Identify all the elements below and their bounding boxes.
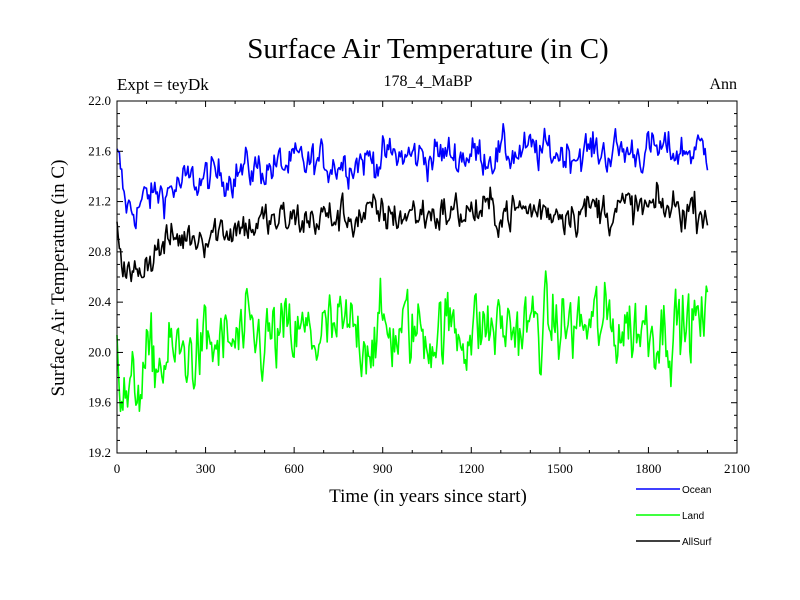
series-line-allsurf [116,181,709,283]
x-tick-label: 1200 [458,461,484,476]
plot-frame [116,100,738,454]
subtitle-label: 178_4_MaBP [384,73,473,90]
season-label: Ann [709,76,737,93]
x-tick-label: 1500 [547,461,573,476]
legend-label-ocean: Ocean [682,485,711,496]
experiment-label: Expt = teyDk [117,75,209,94]
y-tick-label: 21.2 [88,194,111,209]
x-tick-label: 2100 [724,461,750,476]
y-tick-label: 22.0 [88,93,111,108]
x-tick-label: 1800 [635,461,661,476]
legend-label-land: Land [682,511,704,522]
series-line-ocean [116,123,709,230]
series-line-land [116,270,709,413]
plot-lines [116,123,709,413]
x-tick-label: 900 [373,461,393,476]
y-tick-label: 20.0 [88,344,111,359]
y-tick-label: 21.6 [88,143,111,158]
legend: Ocean Land AllSurf [636,485,712,548]
y-tick-label: 19.2 [88,445,111,460]
legend-label-allsurf: AllSurf [682,537,712,548]
x-tick-label: 600 [284,461,304,476]
chart-title: Surface Air Temperature (in C) [247,33,608,65]
y-axis-label: Surface Air Temperature (in C) [48,160,69,397]
x-tick-label: 300 [196,461,216,476]
x-tick-label: 0 [114,461,121,476]
y-tick-label: 20.4 [88,294,111,309]
axis-ticks: 0 300 600 900 1200 1500 1800 2100 19.2 19.6 20.0 20… [88,93,750,476]
y-tick-label: 19.6 [88,395,111,410]
y-tick-label: 20.8 [88,244,111,259]
x-axis-label: Time (in years since start) [329,486,527,507]
